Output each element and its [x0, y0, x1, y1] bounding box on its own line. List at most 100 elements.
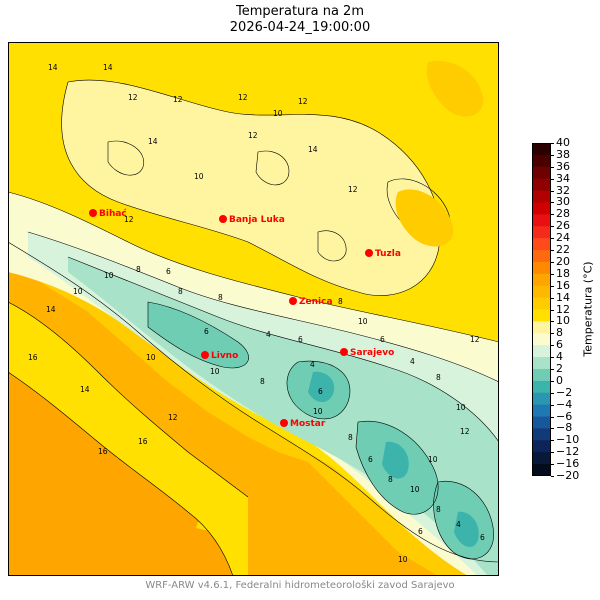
colorbar-tick-mark — [551, 202, 554, 204]
contour-label: 12 — [238, 93, 248, 102]
colorbar-tick-mark — [551, 321, 554, 323]
contour-label: 14 — [308, 145, 318, 154]
colorbar-segment — [532, 190, 551, 203]
colorbar-tick-mark — [551, 416, 554, 418]
contour-label: 10 — [73, 287, 83, 296]
contour-label: 10 — [456, 403, 466, 412]
colorbar-tick-mark — [551, 261, 554, 263]
contour-label: 6 — [380, 335, 385, 344]
contour-label: 6 — [480, 533, 485, 542]
colorbar-tick-label: −2 — [556, 385, 573, 399]
contour-label: 6 — [166, 267, 171, 276]
colorbar-tick-mark — [551, 392, 554, 394]
colorbar-segment — [532, 309, 551, 322]
contour-label: 10 — [428, 455, 438, 464]
colorbar-segment — [532, 143, 551, 156]
colorbar-tick-mark — [551, 404, 554, 406]
colorbar-tick-mark — [551, 166, 554, 168]
contour-lines — [8, 79, 499, 576]
colorbar — [532, 143, 551, 476]
temperature-map: 14 14 12 12 10 12 14 12 12 14 12 10 12 8 10 10 8 6 8 6 4 6 4 6 8… — [8, 42, 499, 576]
contour-label: 14 — [46, 305, 56, 314]
land-t2-b — [382, 441, 409, 479]
colorbar-tick-label: 28 — [556, 207, 570, 221]
contour-label: 12 — [248, 131, 258, 140]
contour-label: 16 — [28, 353, 38, 362]
contour-label: 16 — [138, 437, 148, 446]
colorbar-tick-label: 0 — [556, 373, 563, 387]
colorbar-tick-mark — [551, 178, 554, 180]
city-marker — [365, 249, 373, 257]
colorbar-segment — [532, 154, 551, 168]
contour-label: 12 — [173, 95, 183, 104]
map-frame — [8, 42, 499, 576]
contour-label: 12 — [298, 97, 308, 106]
contour-label: 6 — [204, 327, 209, 336]
land-t12-north — [61, 79, 440, 296]
island-1 — [116, 452, 158, 468]
colorbar-segment — [532, 464, 551, 476]
island-2 — [166, 487, 213, 503]
colorbar-segment — [532, 285, 551, 299]
contour-label: 6 — [418, 527, 423, 536]
city-label: Banja Luka — [229, 215, 285, 225]
land-t2-a — [308, 371, 335, 403]
colorbar-segment — [532, 440, 551, 453]
colorbar-segment — [532, 166, 551, 180]
colorbar-segment — [532, 404, 551, 418]
contour-label: 8 — [436, 373, 441, 382]
colorbar-tick-label: −12 — [556, 445, 580, 459]
contour-label: 6 — [298, 335, 303, 344]
colorbar-segment — [532, 345, 551, 358]
colorbar-tick-label: 8 — [556, 326, 563, 340]
colorbar-segment — [532, 261, 551, 275]
colorbar-segment — [532, 321, 551, 334]
colorbar-segment — [532, 428, 551, 441]
colorbar-tick-label: −20 — [556, 469, 580, 482]
contour-label: 16 — [98, 447, 108, 456]
island-3 — [196, 522, 233, 536]
colorbar-segment — [532, 357, 551, 370]
land-t4-a — [148, 302, 249, 368]
contour-label: 6 — [318, 387, 323, 396]
colorbar-segment — [532, 250, 551, 263]
colorbar-tick-mark — [551, 476, 554, 477]
contour-label: 8 — [436, 505, 441, 514]
contour-label: 8 — [348, 433, 353, 442]
contour-label: 10 — [398, 555, 408, 564]
colorbar-segment — [532, 380, 551, 394]
contour-label: 8 — [136, 265, 141, 274]
colorbar-tick-label: 6 — [556, 338, 563, 352]
colorbar-tick-mark — [551, 250, 554, 252]
contour-label: 10 — [146, 353, 156, 362]
city-label: Sarajevo — [350, 348, 394, 358]
colorbar-tick-mark — [551, 154, 554, 156]
colorbar-segment — [532, 333, 551, 346]
colorbar-tick-label: 32 — [556, 183, 570, 197]
colorbar-tick-mark — [551, 428, 554, 430]
colorbar-segment — [532, 214, 551, 227]
colorbar-tick-label: −8 — [556, 421, 573, 435]
colorbar-segment — [532, 238, 551, 251]
colorbar-segment — [532, 273, 551, 287]
colorbar-tick-mark — [551, 214, 554, 216]
city-marker — [340, 348, 348, 356]
contour-label: 4 — [410, 357, 415, 366]
contour-label: 12 — [348, 185, 358, 194]
contour-label: 4 — [310, 360, 315, 369]
contour-label: 14 — [103, 63, 113, 72]
colorbar-segment — [532, 297, 551, 310]
colorbar-segment — [532, 452, 551, 465]
colorbar-label: Temperatura (°C) — [581, 261, 595, 357]
contour-label: 14 — [148, 137, 158, 146]
city-marker — [289, 297, 297, 305]
colorbar-tick-label: 14 — [556, 290, 570, 304]
colorbar-tick-label: 30 — [556, 195, 570, 209]
colorbar-tick-mark — [551, 285, 554, 287]
map-title: Temperatura na 2m — [235, 4, 364, 19]
warm-patch-north — [426, 61, 484, 117]
city-label: Zenica — [299, 297, 333, 307]
city-marker — [219, 215, 227, 223]
city-label: Tuzla — [375, 249, 401, 259]
colorbar-tick-label: 4 — [556, 350, 563, 364]
